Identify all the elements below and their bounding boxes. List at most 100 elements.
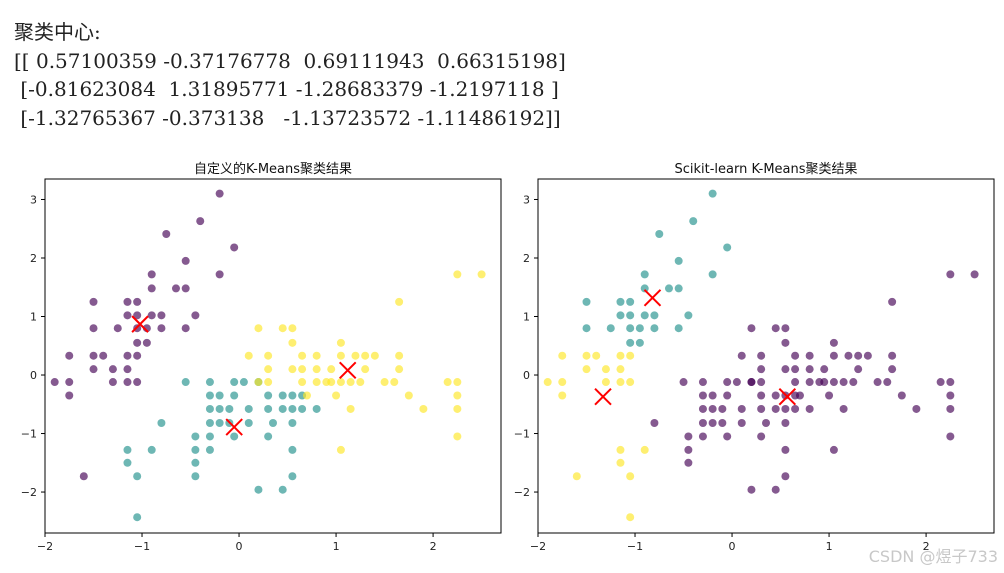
left-y-tick-label: 3 (30, 193, 37, 206)
left-cluster-teal-point (215, 391, 224, 400)
right-cluster-purple-point (795, 391, 804, 400)
left-cluster-teal-point (298, 404, 307, 413)
right-cluster-purple-point (970, 270, 979, 279)
right-cluster-purple-point (791, 404, 800, 413)
right-cluster-yellow-point (626, 472, 635, 481)
right-cluster-purple-point (684, 432, 693, 441)
right-cluster-purple-point (829, 351, 838, 360)
left-cluster-yellow-point (336, 338, 345, 347)
right-cluster-purple-point (698, 378, 707, 387)
left-cluster-teal-point (215, 418, 224, 427)
left-cluster-purple-point (157, 324, 166, 333)
right-cluster-purple-point (888, 365, 897, 374)
left-cluster-teal-point (254, 485, 263, 494)
right-cluster-purple-point (747, 378, 756, 387)
right-cluster-teal-point (606, 324, 615, 333)
left-cluster-yellow-point (254, 324, 263, 333)
right-cluster-yellow-point (592, 351, 601, 360)
right-cluster-teal-point (674, 324, 683, 333)
left-y-tick-label: 0 (30, 369, 37, 382)
right-x-tick-label: −2 (530, 540, 546, 553)
right-cluster-purple-point (757, 391, 766, 400)
right-cluster-yellow-point (558, 391, 567, 400)
right-cluster-teal-point (674, 256, 683, 265)
right-cluster-purple-point (708, 418, 717, 427)
left-cluster-purple-point (162, 230, 171, 239)
right-chart-title: Scikit-learn K-Means聚类结果 (674, 162, 858, 177)
left-cluster-purple-point (123, 297, 132, 306)
left-cluster-yellow-point (254, 378, 263, 387)
printout-line-2: [-0.81623084 1.31895771 -1.28683379 -1.2… (14, 77, 559, 101)
right-cluster-purple-point (912, 404, 921, 413)
left-cluster-yellow-point (477, 270, 486, 279)
right-cluster-teal-point (684, 311, 693, 320)
right-y-tick-label: 0 (523, 369, 530, 382)
left-cluster-teal-point (123, 458, 132, 467)
left-cluster-purple-point (181, 324, 190, 333)
right-cluster-teal-point (626, 324, 635, 333)
right-cluster-purple-point (757, 378, 766, 387)
left-cluster-center-marker (225, 418, 243, 436)
left-cluster-yellow-point (395, 365, 404, 374)
right-cluster-purple-point (781, 418, 790, 427)
left-cluster-yellow-point (453, 432, 462, 441)
left-cluster-teal-point (278, 404, 287, 413)
left-cluster-purple-point (108, 378, 117, 387)
left-cluster-purple-point (196, 217, 205, 226)
right-cluster-purple-point (791, 351, 800, 360)
left-cluster-purple-point (147, 270, 156, 279)
right-cluster-purple-point (723, 378, 732, 387)
left-cluster-yellow-point (264, 378, 273, 387)
right-cluster-purple-point (805, 404, 814, 413)
left-x-tick-label: 1 (333, 540, 340, 553)
right-cluster-purple-point (888, 297, 897, 306)
right-cluster-purple-point (757, 351, 766, 360)
left-cluster-teal-point (191, 458, 200, 467)
right-cluster-purple-point (805, 351, 814, 360)
right-plot-frame (537, 178, 995, 534)
right-cluster-purple-point (771, 391, 780, 400)
left-cluster-purple-point (215, 270, 224, 279)
left-cluster-purple-point (230, 243, 239, 252)
right-cluster-purple-point (946, 432, 955, 441)
right-cluster-purple-point (825, 391, 834, 400)
right-cluster-purple-point (684, 445, 693, 454)
right-cluster-yellow-point (558, 378, 567, 387)
right-cluster-teal-point (708, 270, 717, 279)
right-cluster-yellow-point (543, 378, 552, 387)
left-cluster-yellow-point (390, 378, 399, 387)
right-cluster-purple-point (854, 365, 863, 374)
right-cluster-purple-point (946, 391, 955, 400)
left-cluster-yellow-point (298, 365, 307, 374)
right-cluster-purple-point (684, 458, 693, 467)
left-cluster-yellow-point (443, 378, 452, 387)
right-cluster-purple-point (718, 418, 727, 427)
left-x-tick-label: 2 (430, 540, 437, 553)
left-cluster-yellow-point (336, 351, 345, 360)
left-cluster-purple-point (133, 297, 142, 306)
right-cluster-purple-point (820, 365, 829, 374)
right-cluster-purple-point (781, 365, 790, 374)
right-cluster-teal-point (582, 297, 591, 306)
left-cluster-purple-point (123, 311, 132, 320)
right-cluster-purple-point (781, 324, 790, 333)
left-cluster-purple-point (89, 351, 98, 360)
right-cluster-purple-point (698, 404, 707, 413)
right-cluster-teal-point (640, 311, 649, 320)
printout-heading: 聚类中心: (14, 20, 101, 44)
left-cluster-teal-point (288, 472, 297, 481)
right-cluster-yellow-point (601, 378, 610, 387)
left-cluster-purple-point (65, 351, 74, 360)
left-cluster-purple-point (181, 284, 190, 293)
left-cluster-yellow-point (380, 378, 389, 387)
left-cluster-teal-point (288, 404, 297, 413)
right-y-tick-label: −1 (514, 428, 530, 441)
left-cluster-yellow-point (264, 365, 273, 374)
right-x-tick-label: 2 (923, 540, 930, 553)
left-cluster-yellow-point (395, 351, 404, 360)
left-cluster-yellow-point (453, 404, 462, 413)
right-cluster-purple-point (757, 432, 766, 441)
right-cluster-purple-point (781, 404, 790, 413)
left-cluster-purple-point (89, 365, 98, 374)
left-cluster-yellow-point (453, 270, 462, 279)
